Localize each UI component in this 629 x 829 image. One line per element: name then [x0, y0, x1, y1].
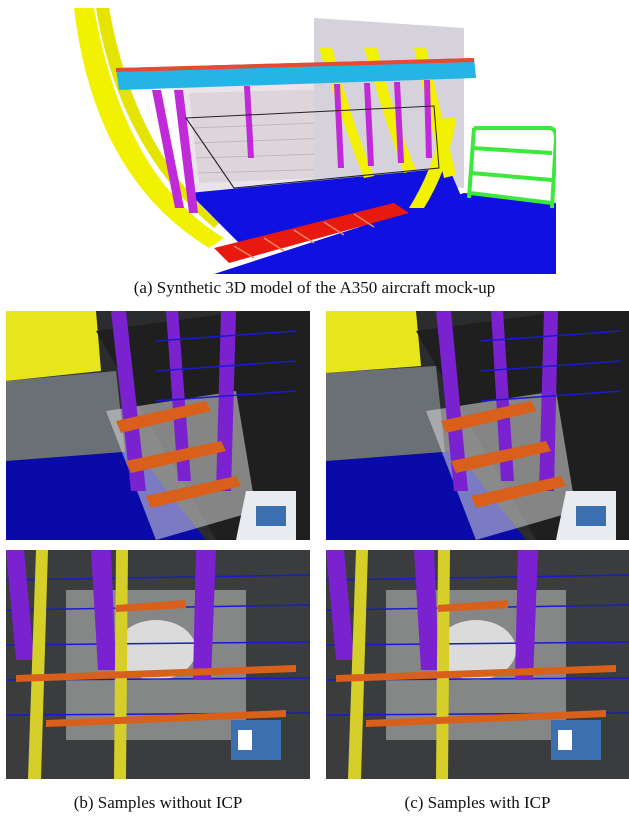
caption-a: (a) Synthetic 3D model of the A350 aircr… [133, 278, 496, 297]
sample-without-icp-2 [6, 550, 310, 779]
synthetic-3d-model-render [64, 8, 556, 274]
sample-with-icp-1 [326, 311, 629, 540]
caption-c: (c) Samples with ICP [404, 793, 551, 812]
sample-with-icp-2 [326, 550, 629, 779]
sample-without-icp-1 [6, 311, 310, 540]
caption-b: (b) Samples without ICP [73, 793, 243, 812]
